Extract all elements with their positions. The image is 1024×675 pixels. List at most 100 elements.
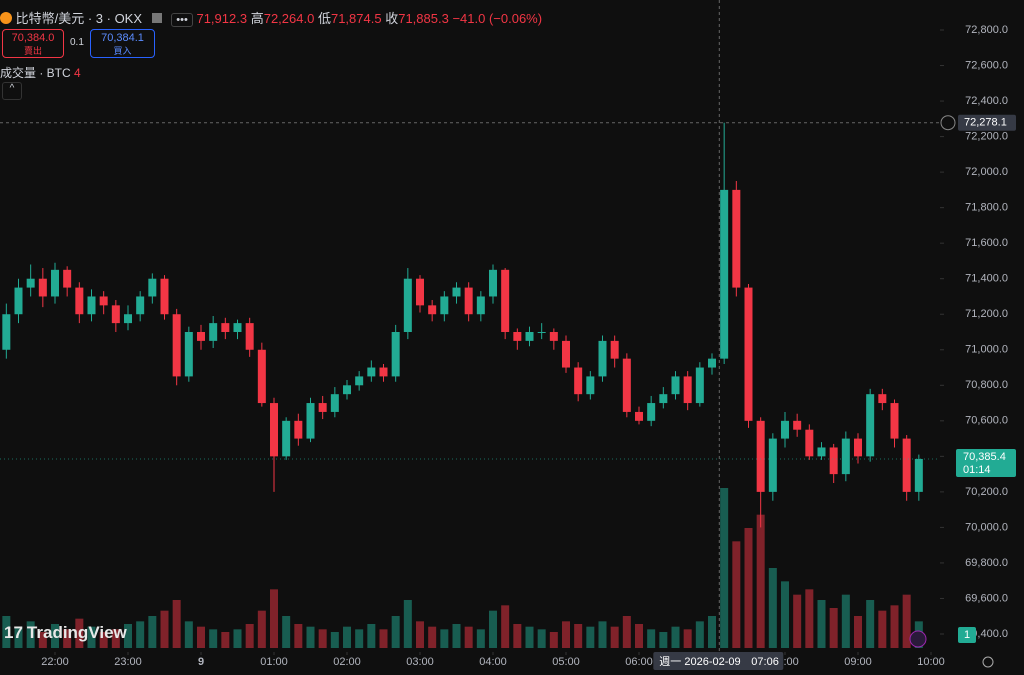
- close-value: 71,885.3: [398, 11, 449, 26]
- candle-body: [245, 323, 254, 350]
- candle: [318, 395, 327, 648]
- x-tick-label: 04:00: [479, 656, 507, 668]
- candle: [452, 282, 461, 648]
- candle: [683, 371, 692, 648]
- volume-bar: [476, 629, 485, 648]
- volume-label-bg: [958, 627, 976, 643]
- candle-body: [756, 420, 765, 492]
- candle-body: [160, 278, 169, 315]
- volume-bar: [172, 600, 181, 648]
- more-button[interactable]: •••: [171, 13, 193, 27]
- volume-bar: [586, 626, 595, 648]
- volume-bar: [549, 632, 558, 648]
- candle-body: [318, 403, 327, 412]
- candle: [647, 395, 656, 648]
- candle-body: [805, 429, 814, 457]
- volume-bar: [683, 629, 692, 648]
- candle: [610, 335, 619, 648]
- volume-bar: [14, 626, 23, 648]
- candle: [562, 335, 570, 648]
- volume-bar: [403, 600, 412, 648]
- volume-bar: [781, 581, 789, 648]
- buy-price: 70,384.1: [101, 32, 144, 44]
- candle: [914, 454, 923, 648]
- candle-body: [367, 367, 376, 377]
- symbol[interactable]: 比特幣/美元 · 3 · OKX: [15, 11, 143, 26]
- volume-bar: [622, 616, 631, 648]
- candle-body: [233, 323, 242, 332]
- candle: [744, 284, 753, 648]
- candle-body: [610, 340, 619, 359]
- countdown: 01:14: [963, 464, 991, 476]
- candle: [124, 305, 132, 648]
- volume-bar: [38, 632, 47, 648]
- volume-bar: [197, 626, 205, 648]
- candle-body: [330, 394, 339, 412]
- x-tick-label: 10:00: [917, 656, 945, 668]
- volume-bar: [294, 624, 303, 648]
- candle: [878, 388, 887, 648]
- candle: [793, 413, 802, 648]
- buy-label: 買入: [113, 46, 132, 56]
- candle-body: [257, 349, 266, 404]
- volume-bar: [391, 616, 400, 648]
- volume-bar: [768, 568, 777, 648]
- candle: [476, 291, 485, 648]
- open-value: 71,912.3: [196, 11, 248, 26]
- volume-bar: [148, 616, 157, 648]
- sell-price: 70,384.0: [11, 32, 55, 44]
- candle-body: [829, 447, 838, 475]
- volume-bar: [708, 616, 716, 648]
- y-tick-label: 71,400.0: [965, 273, 1008, 285]
- volume-bar: [805, 589, 814, 648]
- flag-icon[interactable]: [151, 13, 162, 23]
- candle: [136, 291, 145, 648]
- crosshair-price: 72,278.1: [964, 117, 1007, 129]
- y-tick-label: 69,800.0: [965, 557, 1008, 569]
- candle-body: [403, 278, 412, 332]
- candle: [829, 443, 838, 648]
- last-price: 70,385.4: [963, 451, 1006, 463]
- candle-body: [501, 269, 510, 332]
- candle-body: [513, 332, 522, 341]
- candle: [245, 317, 254, 648]
- candle: [75, 282, 84, 648]
- candle: [51, 262, 59, 648]
- sell-button[interactable]: 70,384.0 賣出: [2, 29, 64, 58]
- volume-bar: [452, 624, 461, 648]
- candle: [525, 326, 534, 648]
- settings-icon[interactable]: [982, 656, 994, 668]
- candle-body: [124, 314, 132, 324]
- candle-body: [282, 420, 291, 457]
- candle: [160, 275, 169, 648]
- y-tick-label: 72,400.0: [965, 95, 1008, 107]
- candle-body: [489, 269, 497, 297]
- candle: [172, 308, 181, 648]
- volume-bar: [635, 624, 643, 648]
- candle-body: [197, 332, 205, 341]
- volume-bar: [87, 626, 96, 648]
- high-value: 72,264.0: [263, 11, 315, 26]
- y-tick-label: 70,800.0: [965, 379, 1008, 391]
- volume-bar: [866, 600, 875, 648]
- candle: [635, 406, 643, 648]
- candle-body: [744, 287, 753, 421]
- legend-row: 比特幣/美元 · 3 · OKX ••• 71,912.3 高72,264.0 …: [0, 8, 542, 27]
- candle-body: [148, 278, 157, 297]
- volume-bar: [184, 621, 193, 648]
- candle-body: [209, 323, 218, 341]
- candle: [428, 300, 437, 648]
- candle-body: [671, 376, 680, 395]
- candle-body: [768, 438, 777, 492]
- high-label: 高: [250, 11, 264, 26]
- candle-body: [416, 278, 424, 306]
- collapse-button[interactable]: ^: [2, 82, 22, 100]
- y-tick-label: 70,200.0: [965, 486, 1008, 498]
- candle: [756, 417, 765, 648]
- volume-bar: [233, 629, 242, 648]
- candle: [306, 397, 315, 648]
- candle-body: [708, 358, 716, 368]
- candle-body: [647, 403, 656, 421]
- buy-button[interactable]: 70,384.1 買入: [90, 29, 155, 58]
- candle: [63, 266, 72, 648]
